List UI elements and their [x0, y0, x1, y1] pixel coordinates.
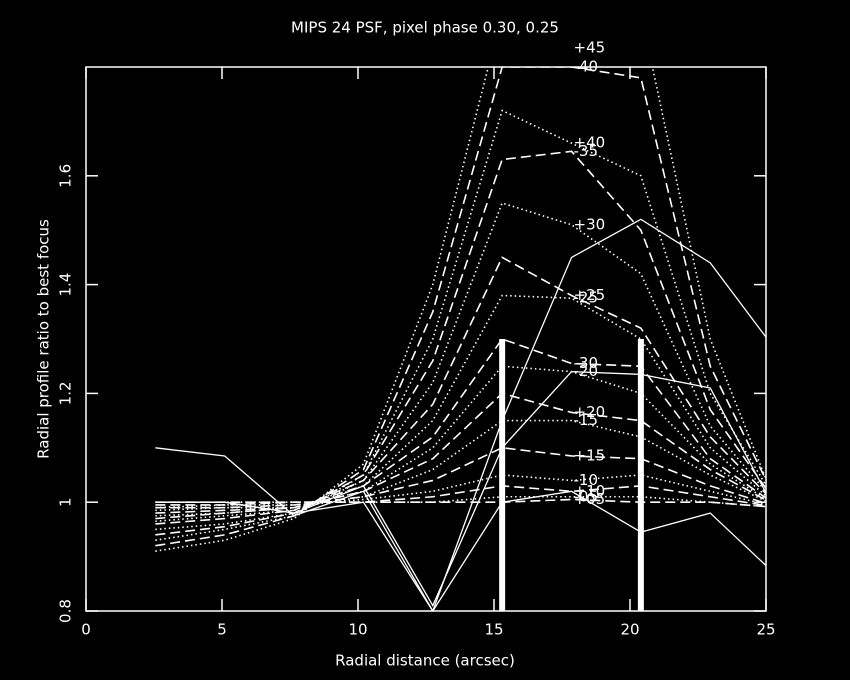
y-tick-label: 1.6 — [57, 164, 75, 188]
series-label: +15 — [574, 446, 606, 464]
series-label: +05 — [574, 490, 606, 508]
series-label: +10 — [574, 482, 606, 500]
x-tick-label: 10 — [348, 621, 367, 639]
y-tick-label: 1.2 — [57, 381, 75, 405]
series-label: -35 — [574, 142, 599, 160]
chart-title: MIPS 24 PSF, pixel phase 0.30, 0.25 — [291, 19, 559, 37]
plot-area — [155, 67, 766, 611]
x-tick-label: 5 — [217, 621, 227, 639]
series-line — [155, 474, 766, 509]
y-axis-label: Radial profile ratio to best focus — [35, 219, 53, 459]
series-label: -20 — [574, 362, 599, 380]
y-tick-label: 1 — [57, 497, 75, 507]
plot-frame — [85, 66, 767, 612]
x-tick-label: 15 — [484, 621, 503, 639]
series-line — [155, 218, 766, 611]
series-label: -15 — [574, 411, 599, 429]
series-line — [155, 365, 766, 517]
series-label: +40 — [574, 134, 606, 152]
series-label: +30 — [574, 215, 606, 233]
series-line — [155, 67, 766, 552]
series-line — [155, 338, 766, 520]
series-line — [155, 392, 766, 514]
series-line — [155, 202, 766, 531]
series-label: +25 — [574, 286, 606, 304]
series-line — [155, 67, 766, 547]
x-tick-label: 0 — [81, 621, 91, 639]
series-label: -25 — [574, 289, 599, 307]
series-label: +45 — [574, 38, 606, 56]
series-line — [155, 370, 766, 607]
series-line — [155, 490, 766, 611]
series-label: -10 — [574, 471, 599, 489]
series-label: -40 — [574, 58, 599, 76]
series-line — [155, 446, 766, 509]
y-tick-label: 0.8 — [57, 599, 75, 623]
x-tick-label: 25 — [756, 621, 775, 639]
series-line — [155, 256, 766, 525]
x-axis-label: Radial distance (arcsec) — [335, 652, 515, 670]
series-line — [155, 150, 766, 536]
series-line — [155, 294, 766, 523]
series-line — [155, 485, 766, 507]
x-tick-label: 20 — [620, 621, 639, 639]
series-label: -05 — [574, 487, 599, 505]
series-label: +20 — [574, 403, 606, 421]
series-label: -30 — [574, 354, 599, 372]
series-line — [155, 419, 766, 512]
y-tick-label: 1.4 — [57, 273, 75, 297]
series-line — [155, 495, 766, 508]
